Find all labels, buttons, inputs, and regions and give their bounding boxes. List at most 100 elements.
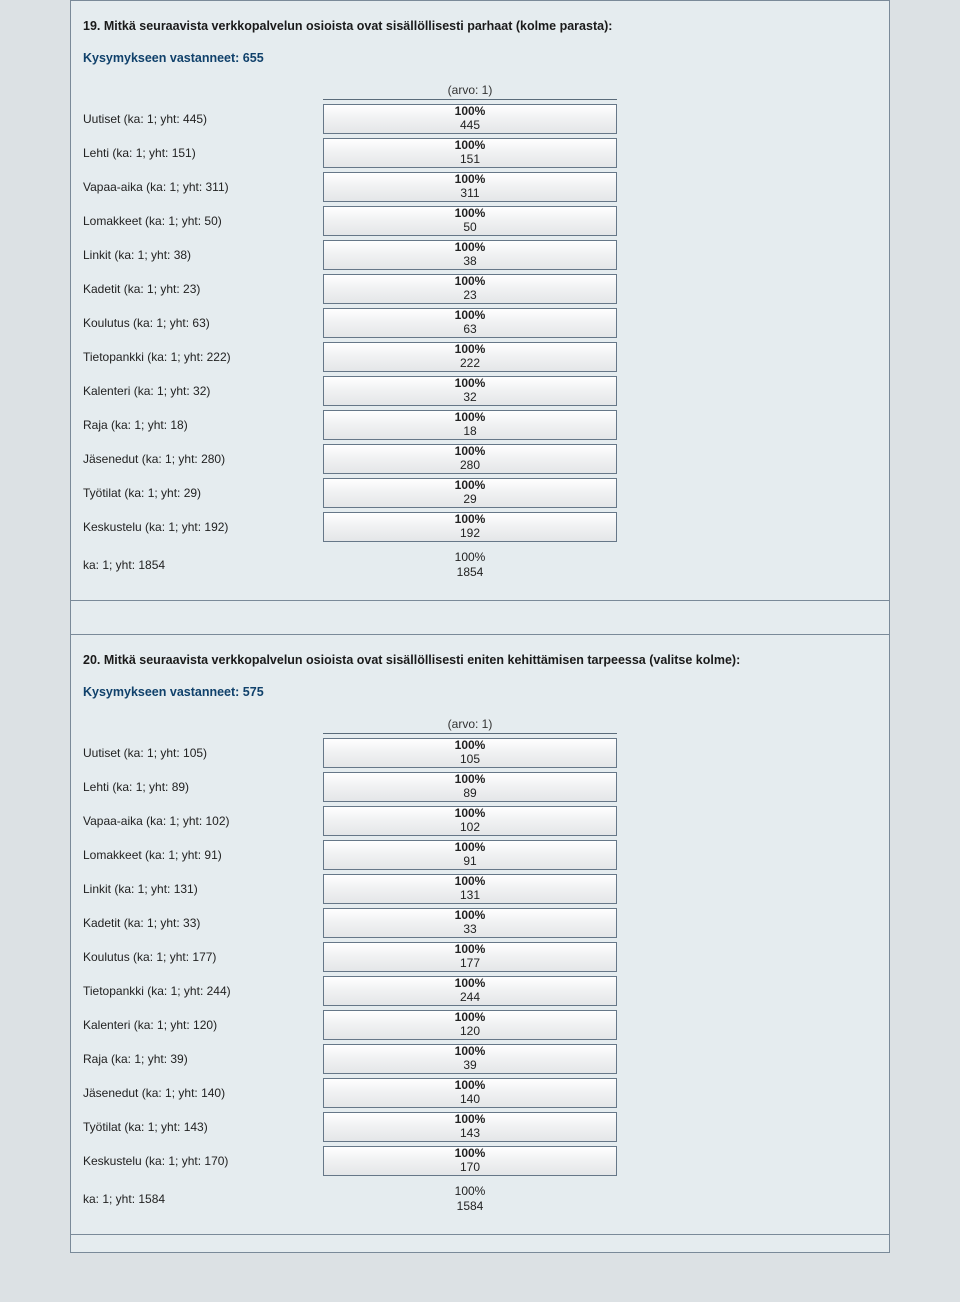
chart-header-spacer <box>83 717 323 734</box>
chart-row: Vapaa-aika (ka: 1; yht: 102)100%102 <box>83 806 877 836</box>
chart-row: Tietopankki (ka: 1; yht: 222)100%222 <box>83 342 877 372</box>
row-label: Kalenteri (ka: 1; yht: 32) <box>83 376 323 406</box>
row-label: Lomakkeet (ka: 1; yht: 50) <box>83 206 323 236</box>
summary-count: 1584 <box>323 1199 617 1214</box>
row-bar-col: 100%177 <box>323 942 617 972</box>
bar-count: 91 <box>463 855 476 869</box>
data-bar: 100%29 <box>323 478 617 508</box>
bar-pct: 100% <box>455 739 486 753</box>
chart-row: Lomakkeet (ka: 1; yht: 91)100%91 <box>83 840 877 870</box>
bar-pct: 100% <box>455 377 486 391</box>
row-label: Koulutus (ka: 1; yht: 63) <box>83 308 323 338</box>
bar-count: 151 <box>460 153 480 167</box>
chart-row: Kalenteri (ka: 1; yht: 120)100%120 <box>83 1010 877 1040</box>
bar-pct: 100% <box>455 1079 486 1093</box>
bar-count: 18 <box>463 425 476 439</box>
row-label: Jäsenedut (ka: 1; yht: 140) <box>83 1078 323 1108</box>
bar-pct: 100% <box>455 411 486 425</box>
row-bar-col: 100%170 <box>323 1146 617 1176</box>
chart-row: Uutiset (ka: 1; yht: 105)100%105 <box>83 738 877 768</box>
chart-column-header: (arvo: 1) <box>323 83 617 100</box>
row-label: Lehti (ka: 1; yht: 89) <box>83 772 323 802</box>
row-label: Vapaa-aika (ka: 1; yht: 311) <box>83 172 323 202</box>
row-label: Kadetit (ka: 1; yht: 23) <box>83 274 323 304</box>
chart-row: Kalenteri (ka: 1; yht: 32)100%32 <box>83 376 877 406</box>
row-bar-col: 100%39 <box>323 1044 617 1074</box>
bar-pct: 100% <box>455 773 486 787</box>
row-label: Linkit (ka: 1; yht: 38) <box>83 240 323 270</box>
bar-pct: 100% <box>455 1147 486 1161</box>
bar-pct: 100% <box>455 943 486 957</box>
row-label: Lomakkeet (ka: 1; yht: 91) <box>83 840 323 870</box>
data-bar: 100%143 <box>323 1112 617 1142</box>
chart-row: Koulutus (ka: 1; yht: 177)100%177 <box>83 942 877 972</box>
chart-row: Koulutus (ka: 1; yht: 63)100%63 <box>83 308 877 338</box>
bar-count: 143 <box>460 1127 480 1141</box>
row-label: Työtilat (ka: 1; yht: 143) <box>83 1112 323 1142</box>
row-label: Koulutus (ka: 1; yht: 177) <box>83 942 323 972</box>
bar-count: 311 <box>460 187 479 201</box>
chart-row: Lehti (ka: 1; yht: 89)100%89 <box>83 772 877 802</box>
bar-pct: 100% <box>455 1011 486 1025</box>
data-bar: 100%18 <box>323 410 617 440</box>
data-bar: 100%38 <box>323 240 617 270</box>
data-bar: 100%222 <box>323 342 617 372</box>
row-label: Uutiset (ka: 1; yht: 445) <box>83 104 323 134</box>
question-title: 20. Mitkä seuraavista verkkopalvelun osi… <box>71 635 889 677</box>
row-bar-col: 100%222 <box>323 342 617 372</box>
bar-pct: 100% <box>455 173 486 187</box>
bar-count: 50 <box>463 221 476 235</box>
bar-pct: 100% <box>455 241 486 255</box>
bar-pct: 100% <box>455 1045 486 1059</box>
bar-pct: 100% <box>455 139 486 153</box>
page: 19. Mitkä seuraavista verkkopalvelun osi… <box>0 0 960 1273</box>
row-label: Linkit (ka: 1; yht: 131) <box>83 874 323 904</box>
chart-row: Kadetit (ka: 1; yht: 23)100%23 <box>83 274 877 304</box>
bar-count: 33 <box>463 923 476 937</box>
bar-count: 445 <box>460 119 480 133</box>
chart-header-spacer <box>83 83 323 100</box>
data-bar: 100%105 <box>323 738 617 768</box>
bar-count: 102 <box>460 821 480 835</box>
data-bar: 100%91 <box>323 840 617 870</box>
data-bar: 100%244 <box>323 976 617 1006</box>
chart-row: Lehti (ka: 1; yht: 151)100%151 <box>83 138 877 168</box>
row-bar-col: 100%105 <box>323 738 617 768</box>
row-bar-col: 100%192 <box>323 512 617 542</box>
data-bar: 100%177 <box>323 942 617 972</box>
bar-count: 140 <box>460 1093 480 1107</box>
bar-pct: 100% <box>455 841 486 855</box>
bar-pct: 100% <box>455 807 486 821</box>
chart-row: Raja (ka: 1; yht: 18)100%18 <box>83 410 877 440</box>
question-block-19: 19. Mitkä seuraavista verkkopalvelun osi… <box>71 0 889 600</box>
bar-count: 29 <box>463 493 476 507</box>
chart-header: (arvo: 1) <box>83 717 877 734</box>
row-bar-col: 100%32 <box>323 376 617 406</box>
data-bar: 100%151 <box>323 138 617 168</box>
bar-count: 177 <box>460 957 480 971</box>
data-bar: 100%131 <box>323 874 617 904</box>
block-separator <box>71 1234 889 1252</box>
data-bar: 100%23 <box>323 274 617 304</box>
chart-row: Työtilat (ka: 1; yht: 143)100%143 <box>83 1112 877 1142</box>
row-label: Kalenteri (ka: 1; yht: 120) <box>83 1010 323 1040</box>
bar-pct: 100% <box>455 105 486 119</box>
row-bar-col: 100%244 <box>323 976 617 1006</box>
bar-count: 23 <box>463 289 476 303</box>
data-bar: 100%89 <box>323 772 617 802</box>
data-bar: 100%50 <box>323 206 617 236</box>
bar-count: 39 <box>463 1059 476 1073</box>
bar-count: 170 <box>460 1161 480 1175</box>
chart-row: Keskustelu (ka: 1; yht: 170)100%170 <box>83 1146 877 1176</box>
row-bar-col: 100%91 <box>323 840 617 870</box>
respondents-count: Kysymykseen vastanneet: 575 <box>71 677 889 717</box>
summary-pct: 100% <box>323 1184 617 1199</box>
row-label: Keskustelu (ka: 1; yht: 170) <box>83 1146 323 1176</box>
chart-row: Linkit (ka: 1; yht: 131)100%131 <box>83 874 877 904</box>
row-bar-col: 100%102 <box>323 806 617 836</box>
bar-count: 222 <box>460 357 480 371</box>
bar-pct: 100% <box>455 1113 486 1127</box>
data-bar: 100%280 <box>323 444 617 474</box>
chart-row: Työtilat (ka: 1; yht: 29)100%29 <box>83 478 877 508</box>
row-label: Työtilat (ka: 1; yht: 29) <box>83 478 323 508</box>
